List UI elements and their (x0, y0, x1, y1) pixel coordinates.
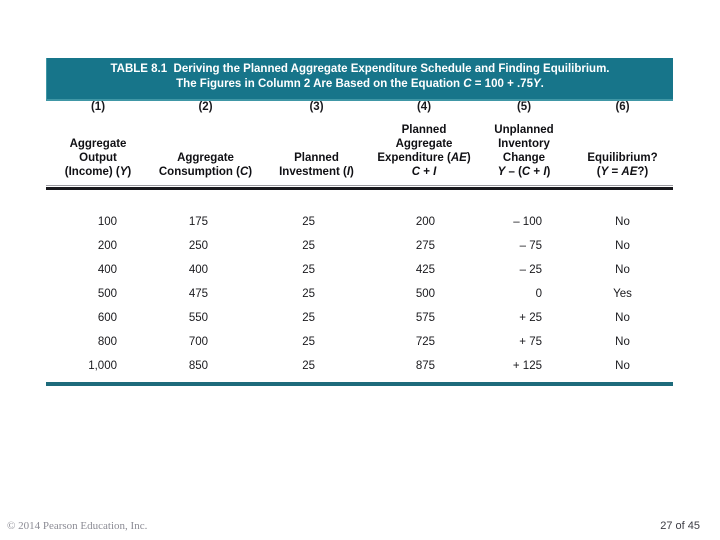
table-row: 500 475 25 500 0 Yes (46, 282, 673, 306)
table-cell: 175 (188, 216, 208, 228)
table-cell: No (615, 240, 630, 252)
table-cell: 875 (415, 360, 435, 372)
table-cell: 600 (97, 312, 117, 324)
table-title-line1: TABLE 8.1 Deriving the Planned Aggregate… (110, 63, 610, 75)
table-cell: 25 (302, 216, 315, 228)
column-number: (1) (90, 101, 106, 113)
table-cell: + 75 (519, 336, 542, 348)
table-cell: No (615, 216, 630, 228)
table-cell: 425 (415, 264, 435, 276)
header-rule-thick (46, 187, 673, 190)
table-title-bar: TABLE 8.1 Deriving the Planned Aggregate… (46, 58, 673, 101)
table-cell: 25 (302, 264, 315, 276)
table-cell: 850 (188, 360, 208, 372)
table-title-line2: The Figures in Column 2 Are Based on the… (176, 78, 544, 90)
table-cell: – 25 (519, 264, 542, 276)
column-number-row: (1) (2) (3) (4) (5) (6) (46, 101, 673, 113)
table-cell: 25 (302, 312, 315, 324)
table-row: 600 550 25 575 + 25 No (46, 306, 673, 330)
table-cell: + 125 (512, 360, 542, 372)
table-cell: No (615, 336, 630, 348)
copyright-notice: © 2014 Pearson Education, Inc. (7, 520, 148, 532)
table-cell: 400 (188, 264, 208, 276)
column-number: (3) (309, 101, 324, 113)
table-cell: No (615, 312, 630, 324)
table-cell: 800 (97, 336, 117, 348)
table-row: 800 700 25 725 + 75 No (46, 330, 673, 354)
expenditure-schedule-table: (1) (2) (3) (4) (5) (6) Aggregate Output(… (46, 101, 673, 386)
table-cell: 700 (188, 336, 208, 348)
column-number: (2) (198, 101, 213, 113)
table-cell: 550 (188, 312, 208, 324)
table-cell: 0 (535, 288, 542, 300)
table-body: 100 175 25 200 – 100 No 200 250 25 275 –… (46, 210, 673, 378)
header-aggregate-output: Aggregate Output (Income) (Y) (64, 138, 132, 178)
table-row: 200 250 25 275 – 75 No (46, 234, 673, 258)
table-cell: Yes (613, 288, 632, 300)
table-row: 100 175 25 200 – 100 No (46, 210, 673, 234)
table-cell: 200 (97, 240, 117, 252)
table-cell: No (615, 360, 630, 372)
table-cell: 100 (97, 216, 117, 228)
header-rule-thin (46, 185, 673, 186)
header-equilibrium: Equilibrium? (Y = AE?) (587, 152, 658, 178)
table-cell: 475 (188, 288, 208, 300)
table-cell: – 75 (519, 240, 542, 252)
table-cell: + 25 (519, 312, 542, 324)
header-planned-aggregate-expenditure: Planned Aggregate Expenditure (AE) C + I (377, 124, 471, 178)
header-unplanned-inventory-change: Unplanned Inventory Change Y – (C + I) (494, 124, 554, 178)
table-cell: No (615, 264, 630, 276)
table-cell: 400 (97, 264, 117, 276)
table-bottom-rule (46, 382, 673, 386)
table-header-row: Aggregate Output (Income) (Y) Aggregate Con… (46, 123, 673, 179)
table-cell: 500 (415, 288, 435, 300)
table-cell: – 100 (513, 216, 542, 228)
column-number: (5) (516, 101, 532, 113)
table-cell: 725 (415, 336, 435, 348)
table-cell: 200 (415, 216, 435, 228)
table-cell: 25 (302, 240, 315, 252)
table-row: 1,000 850 25 875 + 125 No (46, 354, 673, 378)
table-cell: 275 (415, 240, 435, 252)
table-row: 400 400 25 425 – 25 No (46, 258, 673, 282)
header-aggregate-consumption: Aggregate Consumption (C) (158, 152, 253, 178)
table-cell: 25 (302, 288, 315, 300)
column-number: (6) (615, 101, 630, 113)
column-number: (4) (416, 101, 432, 113)
page-indicator: 27 of 45 (660, 520, 700, 532)
table-cell: 1,000 (88, 360, 117, 372)
table-cell: 575 (415, 312, 435, 324)
table-cell: 250 (188, 240, 208, 252)
table-cell: 25 (302, 336, 315, 348)
table-cell: 500 (97, 288, 117, 300)
table-cell: 25 (302, 360, 315, 372)
header-planned-investment: Planned Investment (I) (279, 152, 354, 178)
